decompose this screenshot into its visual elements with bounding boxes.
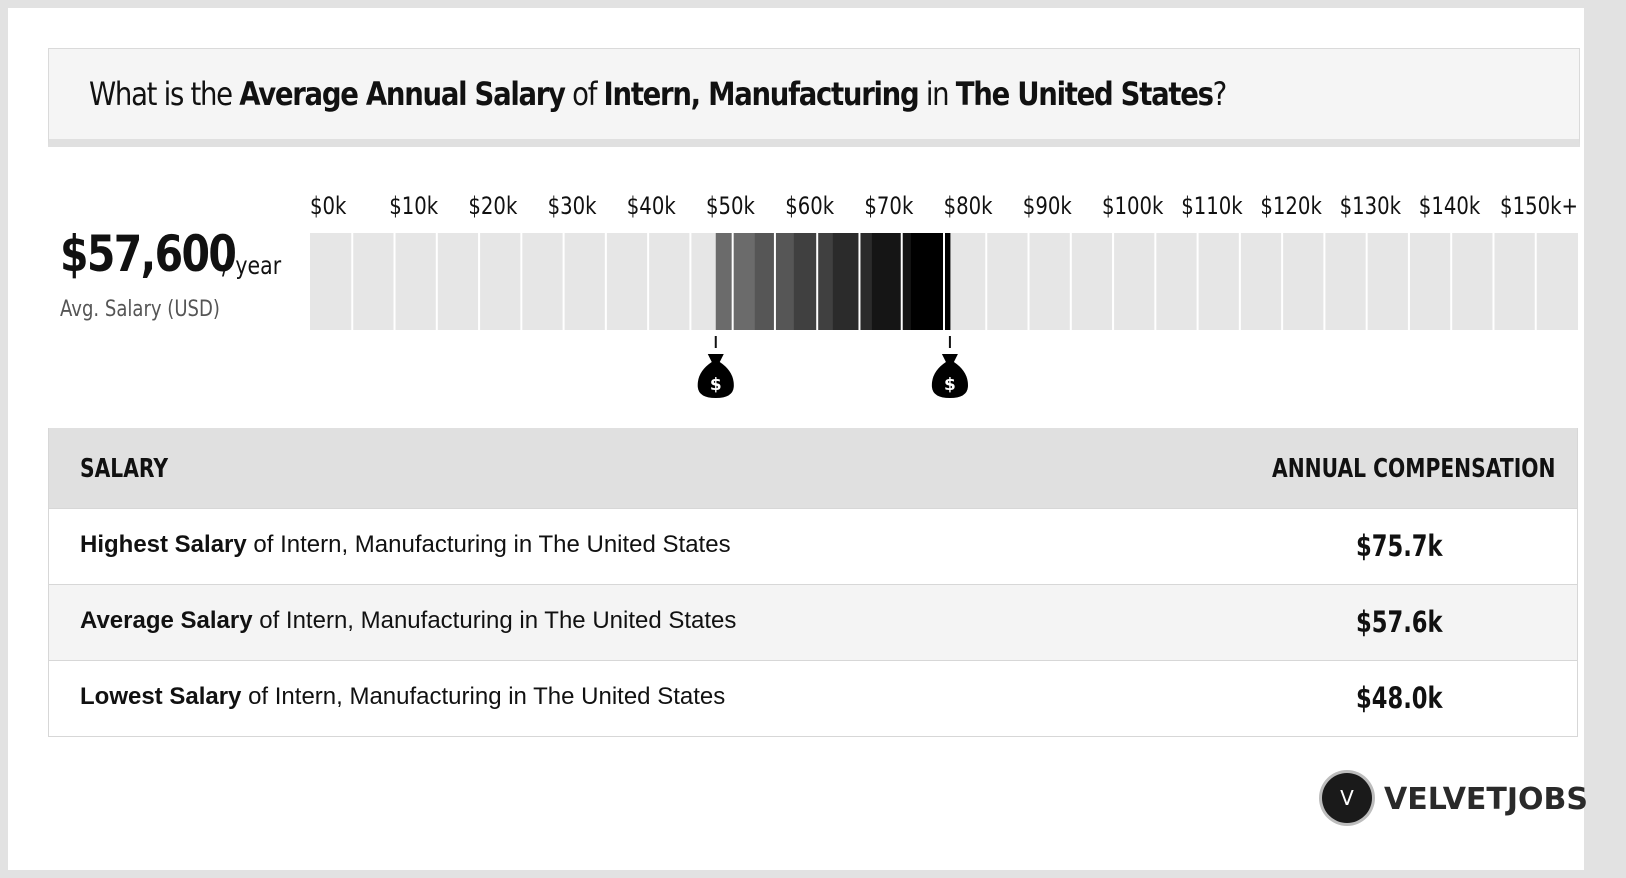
row-description: Average Salary of Intern, Manufacturing … — [80, 607, 736, 635]
x-tick-label: $10k — [389, 193, 438, 220]
logo-letter: V — [1340, 786, 1354, 810]
table-header: SALARY ANNUAL COMPENSATION — [49, 428, 1577, 508]
average-salary-label: Avg. Salary (USD) — [60, 297, 220, 322]
x-tick-label: $70k — [864, 193, 913, 220]
salary-range-bar — [871, 233, 912, 330]
x-tick-label: $90k — [1023, 193, 1072, 220]
money-bag-icon — [931, 354, 968, 398]
velvetjobs-logo-icon: V — [1322, 773, 1372, 823]
table-row: Average Salary of Intern, Manufacturing … — [49, 584, 1577, 660]
row-detail: of Intern, Manufacturing in The United S… — [252, 607, 737, 634]
question-highlight: The United States — [955, 75, 1214, 113]
question-part: ? — [1212, 75, 1228, 113]
salary-table: SALARY ANNUAL COMPENSATION Highest Salar… — [48, 428, 1578, 737]
question-part: of — [564, 75, 604, 113]
brand-name: VELVETJOBS — [1384, 782, 1589, 817]
header-salary: SALARY — [80, 454, 169, 484]
row-amount: $48.0k — [1356, 681, 1443, 715]
row-description: Lowest Salary of Intern, Manufacturing i… — [80, 683, 725, 711]
velvetjobs-brand[interactable]: V VELVETJOBS — [1322, 773, 1588, 829]
x-tick-label: $130k — [1340, 193, 1402, 220]
row-amount: $75.7k — [1356, 529, 1443, 563]
average-salary-value: $57,600 — [60, 225, 237, 283]
x-tick-label: $140k — [1419, 193, 1481, 220]
x-tick-label: $50k — [706, 193, 755, 220]
x-tick-label: $150k+ — [1500, 193, 1578, 220]
x-tick-label: $80k — [944, 193, 993, 220]
x-tick-label: $0k — [310, 193, 347, 220]
row-amount: $57.6k — [1356, 605, 1443, 639]
question-part: What is the — [89, 75, 240, 113]
row-label: Average Salary — [80, 607, 253, 634]
table-row: Highest Salary of Intern, Manufacturing … — [49, 508, 1577, 584]
salary-range-bar — [793, 233, 834, 330]
row-label: Highest Salary — [80, 531, 247, 558]
row-description: Highest Salary of Intern, Manufacturing … — [80, 531, 731, 559]
high-marker-symbol: $ — [944, 375, 956, 395]
question-highlight: Average Annual Salary — [239, 75, 566, 113]
salary-range-bar — [832, 233, 873, 330]
average-salary-unit: / year — [222, 251, 282, 280]
question-highlight: Intern, Manufacturing — [603, 75, 920, 113]
row-detail: of Intern, Manufacturing in The United S… — [246, 531, 731, 558]
table-row: Lowest Salary of Intern, Manufacturing i… — [49, 660, 1577, 736]
money-bag-icon — [697, 354, 734, 398]
header-annual-compensation: ANNUAL COMPENSATION — [1272, 454, 1556, 484]
low-marker-symbol: $ — [710, 375, 722, 395]
average-salary-block: $57,600 / year Avg. Salary (USD) — [60, 225, 281, 322]
question-banner: What is the Average Annual Salary of Int… — [48, 48, 1580, 147]
x-tick-label: $110k — [1181, 193, 1243, 220]
x-tick-label: $20k — [468, 193, 517, 220]
x-tick-label: $100k — [1102, 193, 1164, 220]
row-detail: of Intern, Manufacturing in The United S… — [241, 683, 726, 710]
salary-range-bar — [715, 233, 756, 330]
question-part: in — [918, 75, 956, 113]
row-label: Lowest Salary — [80, 683, 242, 710]
x-tick-label: $30k — [548, 193, 597, 220]
x-tick-label: $60k — [785, 193, 834, 220]
question-title: What is the Average Annual Salary of Int… — [89, 75, 1228, 113]
x-tick-label: $40k — [627, 193, 676, 220]
x-tick-label: $120k — [1260, 193, 1322, 220]
